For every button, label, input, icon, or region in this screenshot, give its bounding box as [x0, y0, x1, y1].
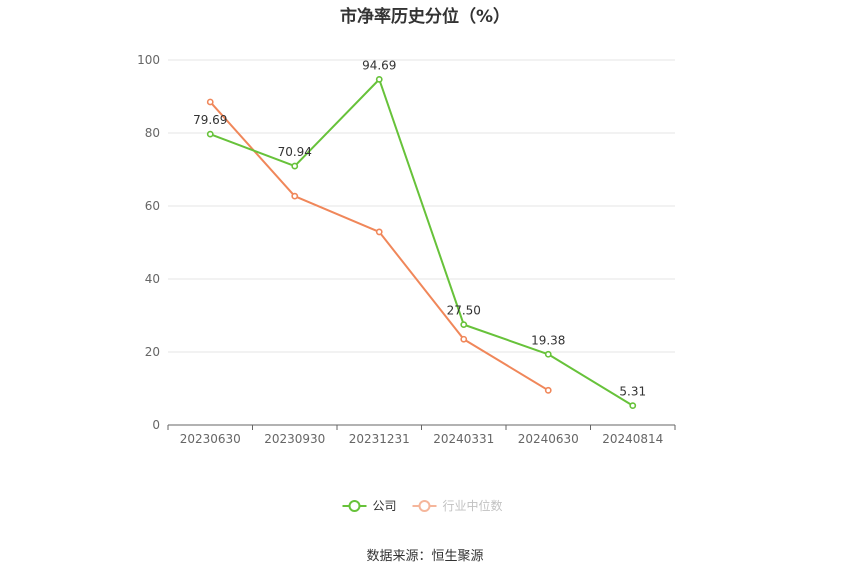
legend[interactable]: 公司 行业中位数	[342, 498, 503, 513]
y-tick-label: 80	[145, 126, 160, 140]
data-point	[460, 335, 468, 343]
chart-title: 市净率历史分位（%）	[339, 7, 511, 27]
x-tick-label: 20240331	[433, 432, 494, 446]
data-point	[291, 192, 299, 200]
y-tick-label: 60	[145, 199, 160, 213]
series-line-1	[209, 78, 634, 407]
data-point	[460, 321, 468, 329]
grid-lines	[168, 59, 675, 353]
data-label: 94.69	[362, 58, 396, 72]
data-label: 70.94	[278, 145, 312, 159]
x-tick-label: 20240630	[518, 432, 579, 446]
data-label: 19.38	[531, 333, 565, 347]
data-labels: 79.69 70.94 94.69 27.50 19.38 5.31	[193, 58, 646, 398]
y-tick-label: 100	[137, 53, 160, 67]
data-point	[629, 402, 637, 410]
data-point	[544, 386, 552, 394]
series-lines	[206, 75, 637, 410]
data-point	[375, 228, 383, 236]
series-line-2	[209, 101, 549, 392]
legend-marker-icon	[348, 500, 361, 512]
legend-marker-icon	[418, 500, 431, 512]
x-tick-label: 20230630	[180, 432, 241, 446]
x-tick-label: 20231231	[349, 432, 410, 446]
data-point	[206, 130, 214, 138]
legend-label: 行业中位数	[443, 498, 503, 513]
legend-item-2[interactable]: 行业中位数	[412, 498, 503, 513]
legend-label: 公司	[373, 499, 397, 513]
y-tick-label: 40	[145, 272, 160, 286]
data-point	[375, 75, 383, 83]
axes: 0 20 40 60 80 100 20230630 20230930 20231231 2024…	[137, 53, 676, 446]
legend-item-1[interactable]: 公司	[342, 499, 397, 513]
y-tick-label: 20	[145, 345, 160, 359]
data-label: 79.69	[193, 113, 227, 127]
data-point	[206, 98, 214, 106]
y-tick-label: 0	[152, 418, 160, 432]
x-tick-label: 20240814	[602, 432, 663, 446]
data-label: 5.31	[619, 385, 646, 399]
source-note: 数据来源：恒生聚源	[366, 549, 484, 564]
data-point	[291, 162, 299, 170]
data-point	[544, 350, 552, 358]
data-label: 27.50	[447, 304, 481, 318]
x-tick-label: 20230930	[264, 432, 325, 446]
